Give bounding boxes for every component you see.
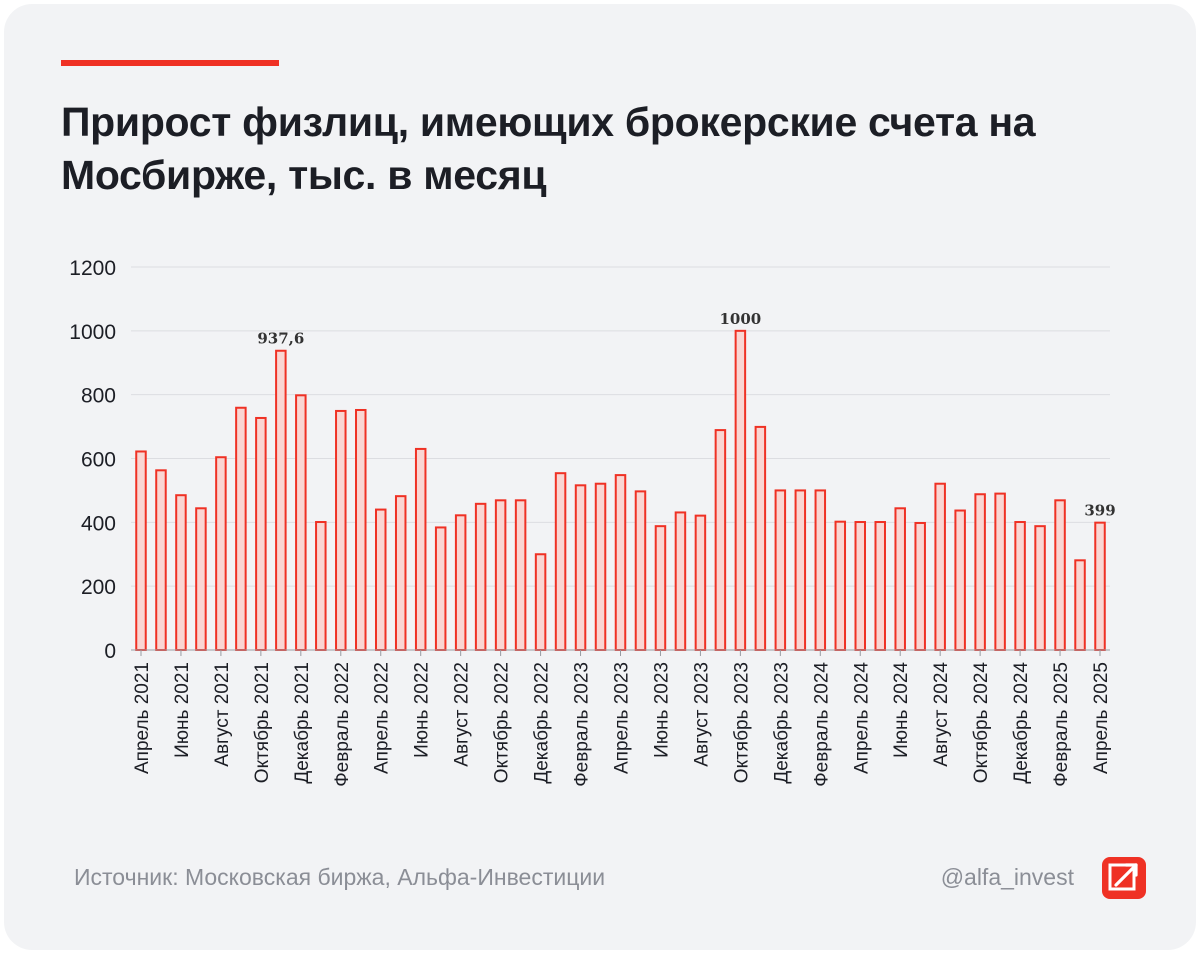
bar	[854, 521, 867, 651]
x-tick-label: Октябрь 2024	[971, 662, 992, 784]
source-note: Источник: Московская биржа, Альфа-Инвест…	[74, 864, 606, 890]
chart-title: Прирост физлиц, имеющих брокерские счета…	[61, 99, 1036, 198]
x-tick-label: Июнь 2022	[412, 662, 433, 758]
bar	[295, 394, 307, 651]
bar	[774, 489, 787, 651]
bar	[574, 484, 587, 651]
bar	[394, 495, 407, 651]
bar	[315, 521, 327, 651]
y-tick-label: 800	[81, 385, 116, 408]
bar	[1014, 521, 1026, 651]
social-handle: @alfa_invest	[940, 864, 1074, 890]
x-tick-label: Апрель 2021	[132, 662, 153, 774]
x-tick-label: Октябрь 2021	[252, 662, 273, 783]
bar	[974, 493, 986, 651]
x-tick-label: Февраль 2024	[811, 662, 832, 787]
bar	[834, 520, 847, 651]
bar	[554, 472, 567, 651]
x-tick-label: Июнь 2023	[651, 662, 672, 758]
bar	[734, 329, 747, 651]
x-tick-label: Август 2022	[452, 662, 473, 767]
x-tick-label: Декабрь 2021	[292, 662, 313, 784]
bar	[215, 456, 227, 651]
chart-card: Прирост физлиц, имеющих брокерские счета…	[4, 4, 1196, 950]
x-tick-label: Декабрь 2024	[1011, 662, 1032, 784]
bar	[714, 429, 727, 652]
bar	[994, 492, 1006, 651]
data-label: 1000	[720, 310, 762, 328]
x-tick-label: Декабрь 2022	[532, 662, 553, 784]
bar	[374, 508, 387, 652]
x-tick-label: Август 2024	[931, 662, 952, 767]
x-tick-label: Декабрь 2023	[771, 662, 792, 784]
alfa-arrow-logo-icon	[1102, 857, 1146, 899]
accent-line	[61, 60, 279, 66]
y-tick-label: 1000	[69, 321, 116, 344]
x-tick-label: Октябрь 2022	[492, 662, 513, 783]
bar	[874, 521, 886, 651]
bar	[1034, 525, 1046, 651]
bar	[1074, 559, 1086, 651]
bar	[694, 514, 707, 651]
bar	[434, 526, 447, 651]
bar	[754, 425, 767, 651]
bar	[255, 416, 267, 651]
bar	[954, 509, 966, 651]
data-label: 937,6	[257, 330, 304, 348]
y-tick-label: 600	[81, 449, 116, 472]
bar	[474, 502, 487, 651]
bar	[1094, 521, 1106, 652]
bar	[135, 450, 147, 651]
x-tick-label: Апрель 2023	[612, 662, 633, 774]
bar	[155, 469, 167, 651]
x-tick-label: Апрель 2022	[372, 662, 393, 774]
x-tick-label: Август 2021	[212, 662, 233, 767]
bar	[794, 489, 807, 651]
bar	[534, 553, 547, 651]
y-tick-label: 1200	[69, 257, 116, 280]
y-tick-label: 400	[81, 512, 116, 535]
x-tick-label: Июнь 2021	[172, 662, 193, 758]
bar	[1054, 499, 1066, 651]
bar	[894, 507, 906, 652]
bar-chart: 0 200 400 600 800 1000 1200 Апрель 2021 Июнь 202…	[69, 257, 1115, 787]
bar	[514, 499, 527, 651]
x-tick-label: Февраль 2023	[572, 662, 593, 787]
y-tick-label: 200	[81, 576, 116, 599]
bar	[654, 525, 667, 651]
bar	[594, 482, 607, 651]
bar	[934, 482, 946, 651]
x-tick-label: Июнь 2024	[891, 662, 912, 758]
x-tick-label: Апрель 2024	[851, 662, 872, 774]
bar	[674, 511, 687, 652]
data-label: 399	[1084, 502, 1115, 520]
x-tick-label: Август 2023	[691, 662, 712, 767]
bar	[634, 490, 647, 652]
y-tick-label: 0	[104, 640, 116, 663]
bar	[454, 514, 467, 652]
bar	[355, 408, 367, 651]
bar	[414, 447, 427, 651]
bar	[494, 499, 507, 651]
bar	[914, 521, 926, 652]
bar	[335, 409, 347, 651]
bar	[235, 406, 247, 651]
x-tick-label: Апрель 2025	[1091, 662, 1112, 774]
bar	[195, 507, 207, 652]
x-tick-label: Октябрь 2023	[731, 662, 752, 783]
bar	[814, 489, 827, 651]
bar	[175, 494, 187, 651]
x-tick-label: Февраль 2025	[1051, 662, 1072, 787]
bar	[614, 474, 627, 652]
x-tick-label: Февраль 2022	[332, 662, 353, 787]
bar	[275, 349, 287, 651]
